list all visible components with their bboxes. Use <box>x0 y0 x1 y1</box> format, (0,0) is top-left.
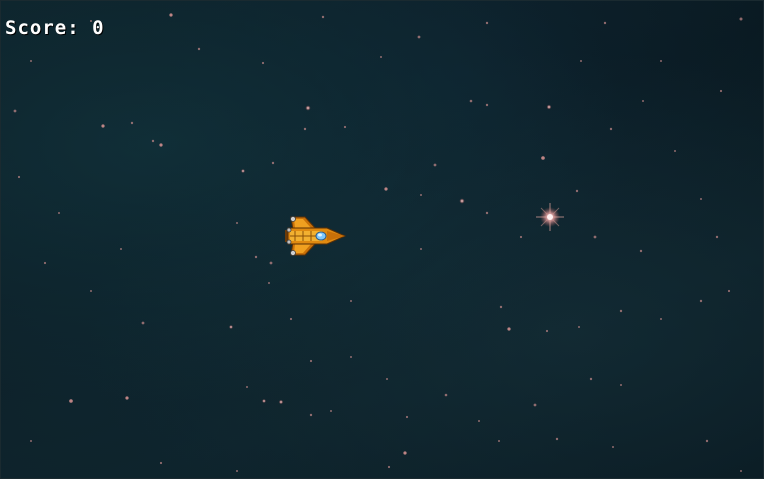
star <box>262 399 266 403</box>
star <box>236 470 238 472</box>
star <box>269 261 273 265</box>
star <box>541 156 545 160</box>
star <box>17 175 21 179</box>
star <box>620 384 622 386</box>
star <box>141 321 145 325</box>
star <box>727 289 731 293</box>
star <box>278 399 284 405</box>
star <box>485 21 489 25</box>
star <box>321 15 325 19</box>
star <box>469 99 473 103</box>
star <box>43 261 47 265</box>
star <box>507 327 511 331</box>
star <box>303 127 307 131</box>
star <box>459 198 465 204</box>
star <box>603 21 607 25</box>
star <box>343 125 347 129</box>
star <box>90 290 92 292</box>
star <box>660 318 662 320</box>
star <box>420 194 422 196</box>
score-label: Score: <box>5 17 80 39</box>
star <box>90 20 92 22</box>
star <box>350 300 352 302</box>
star <box>642 100 644 102</box>
star <box>545 329 549 333</box>
star <box>715 235 719 239</box>
star <box>420 248 422 250</box>
star <box>533 403 537 407</box>
star <box>261 61 265 65</box>
star <box>254 255 258 259</box>
star <box>69 399 73 403</box>
star <box>485 103 489 107</box>
star <box>444 393 448 397</box>
star <box>13 109 17 113</box>
player-spaceship <box>285 216 347 256</box>
star <box>268 282 270 284</box>
score-value: 0 <box>92 17 105 39</box>
star <box>236 222 238 224</box>
star <box>719 89 723 93</box>
star <box>309 359 313 363</box>
star <box>498 440 500 442</box>
star <box>609 127 613 131</box>
star <box>125 396 129 400</box>
star <box>169 13 173 17</box>
star <box>499 305 503 309</box>
star <box>705 439 709 443</box>
star <box>271 161 275 165</box>
star <box>485 211 489 215</box>
star <box>593 235 597 239</box>
star <box>197 47 201 51</box>
star <box>700 198 702 200</box>
star <box>555 437 559 441</box>
star <box>229 325 233 329</box>
star <box>130 121 134 125</box>
star <box>417 35 421 39</box>
star <box>58 212 60 214</box>
star <box>612 446 614 448</box>
star <box>519 235 523 239</box>
star <box>575 189 579 193</box>
star <box>660 60 662 62</box>
star <box>639 249 643 253</box>
star <box>330 410 332 412</box>
star <box>159 461 163 465</box>
bright-star <box>536 203 564 231</box>
score-display: Score: 0 <box>5 17 105 39</box>
star <box>159 143 163 147</box>
star <box>739 17 743 21</box>
star <box>151 139 155 143</box>
star <box>589 377 593 381</box>
star <box>546 104 552 110</box>
star <box>387 465 391 469</box>
star <box>241 169 245 173</box>
star <box>580 60 582 62</box>
star <box>384 187 388 191</box>
star <box>699 299 703 303</box>
star <box>578 326 580 328</box>
star <box>289 317 293 321</box>
star <box>30 60 32 62</box>
star <box>619 309 623 313</box>
star <box>405 415 409 419</box>
star <box>433 163 437 167</box>
star <box>246 386 248 388</box>
star <box>403 451 407 455</box>
star <box>30 440 32 442</box>
star <box>674 150 676 152</box>
star <box>309 413 313 417</box>
star <box>120 248 122 250</box>
star <box>478 420 480 422</box>
star <box>740 470 742 472</box>
star <box>350 356 352 358</box>
star <box>305 105 311 111</box>
star <box>380 56 382 58</box>
star <box>386 378 388 380</box>
star <box>101 124 105 128</box>
